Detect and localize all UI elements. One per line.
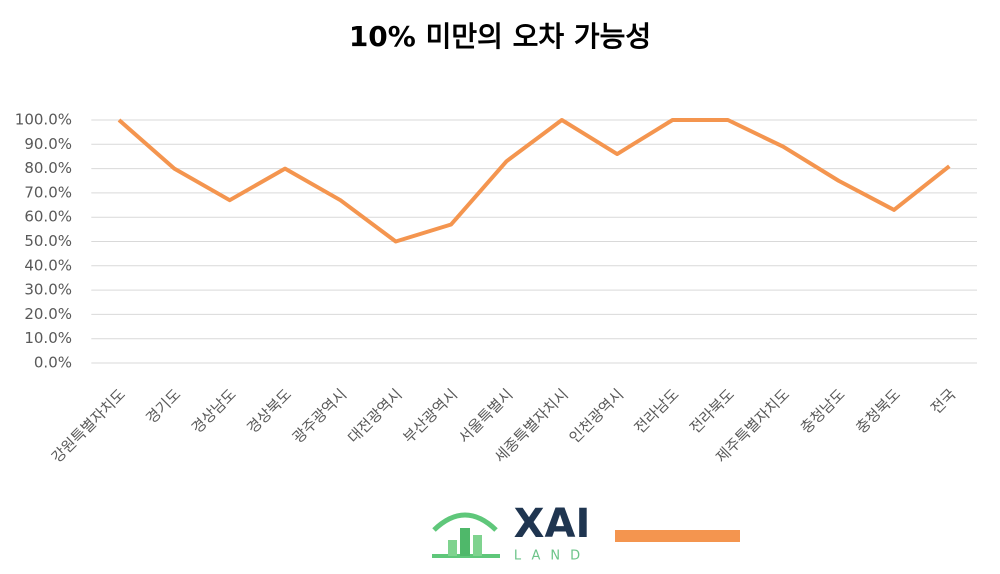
x-tick-label: 전라북도	[686, 385, 738, 437]
x-tick-label: 경상북도	[243, 385, 295, 437]
y-tick-label: 100.0%	[15, 111, 72, 129]
x-tick-label: 전라남도	[631, 385, 683, 437]
y-tick-label: 80.0%	[24, 159, 72, 177]
logo-text: XAI	[514, 501, 591, 547]
x-tick-label: 대전광역시	[344, 385, 406, 447]
y-tick-label: 20.0%	[24, 305, 72, 323]
y-tick-label: 10.0%	[24, 329, 72, 347]
logo-subtext: LAND	[514, 549, 590, 564]
x-tick-label: 충청남도	[797, 385, 849, 437]
x-tick-label: 강원특별자치도	[48, 385, 129, 466]
x-tick-label: 광주광역시	[289, 385, 351, 447]
x-tick-label: 경기도	[142, 385, 184, 427]
x-tick-label: 충청북도	[852, 385, 904, 437]
chart-title: 10% 미만의 오차 가능성	[349, 20, 651, 53]
y-tick-label: 30.0%	[24, 281, 72, 299]
y-tick-label: 0.0%	[34, 354, 72, 372]
x-tick-label: 인천광역시	[566, 385, 628, 447]
y-tick-label: 90.0%	[24, 135, 72, 153]
logo-icon	[432, 512, 500, 558]
x-tick-label: 경상남도	[188, 385, 240, 437]
y-tick-label: 50.0%	[24, 232, 72, 250]
x-tick-label: 부산광역시	[400, 385, 462, 447]
y-tick-label: 40.0%	[24, 256, 72, 274]
y-tick-label: 60.0%	[24, 208, 72, 226]
y-tick-label: 70.0%	[24, 183, 72, 201]
x-tick-label: 전국	[927, 385, 959, 417]
data-line	[117, 118, 951, 244]
